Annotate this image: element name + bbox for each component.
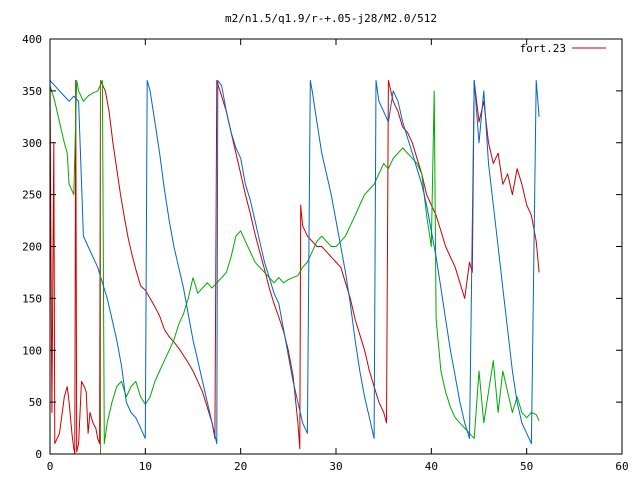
series-line-2	[49, 80, 540, 445]
y-tick-label: 350	[22, 85, 42, 98]
x-tick-label: 50	[520, 460, 533, 473]
series-line-3	[49, 80, 540, 445]
x-tick-label: 0	[47, 460, 54, 473]
ticks-layer: 0 10 20 30 40 50 60 0 50 100 150 200 250 300 350 400	[22, 33, 629, 473]
legend-label: fort.23	[520, 42, 566, 55]
series-line-1	[49, 80, 540, 455]
y-tick-label: 400	[22, 33, 42, 46]
y-tick-label: 150	[22, 292, 42, 305]
x-tick-label: 10	[139, 460, 152, 473]
x-tick-label: 60	[615, 460, 628, 473]
y-tick-label: 250	[22, 189, 42, 202]
legend: fort.23	[520, 42, 606, 55]
x-tick-label: 20	[234, 460, 247, 473]
y-tick-label: 200	[22, 241, 42, 254]
series-layer	[49, 80, 540, 455]
x-tick-label: 40	[425, 460, 438, 473]
chart-title: m2/n1.5/q1.9/r-+.05-j28/M2.0/512	[225, 12, 437, 25]
y-tick-label: 300	[22, 137, 42, 150]
y-tick-label: 0	[35, 448, 42, 461]
y-tick-label: 100	[22, 344, 42, 357]
x-tick-label: 30	[329, 460, 342, 473]
y-tick-label: 50	[29, 396, 42, 409]
